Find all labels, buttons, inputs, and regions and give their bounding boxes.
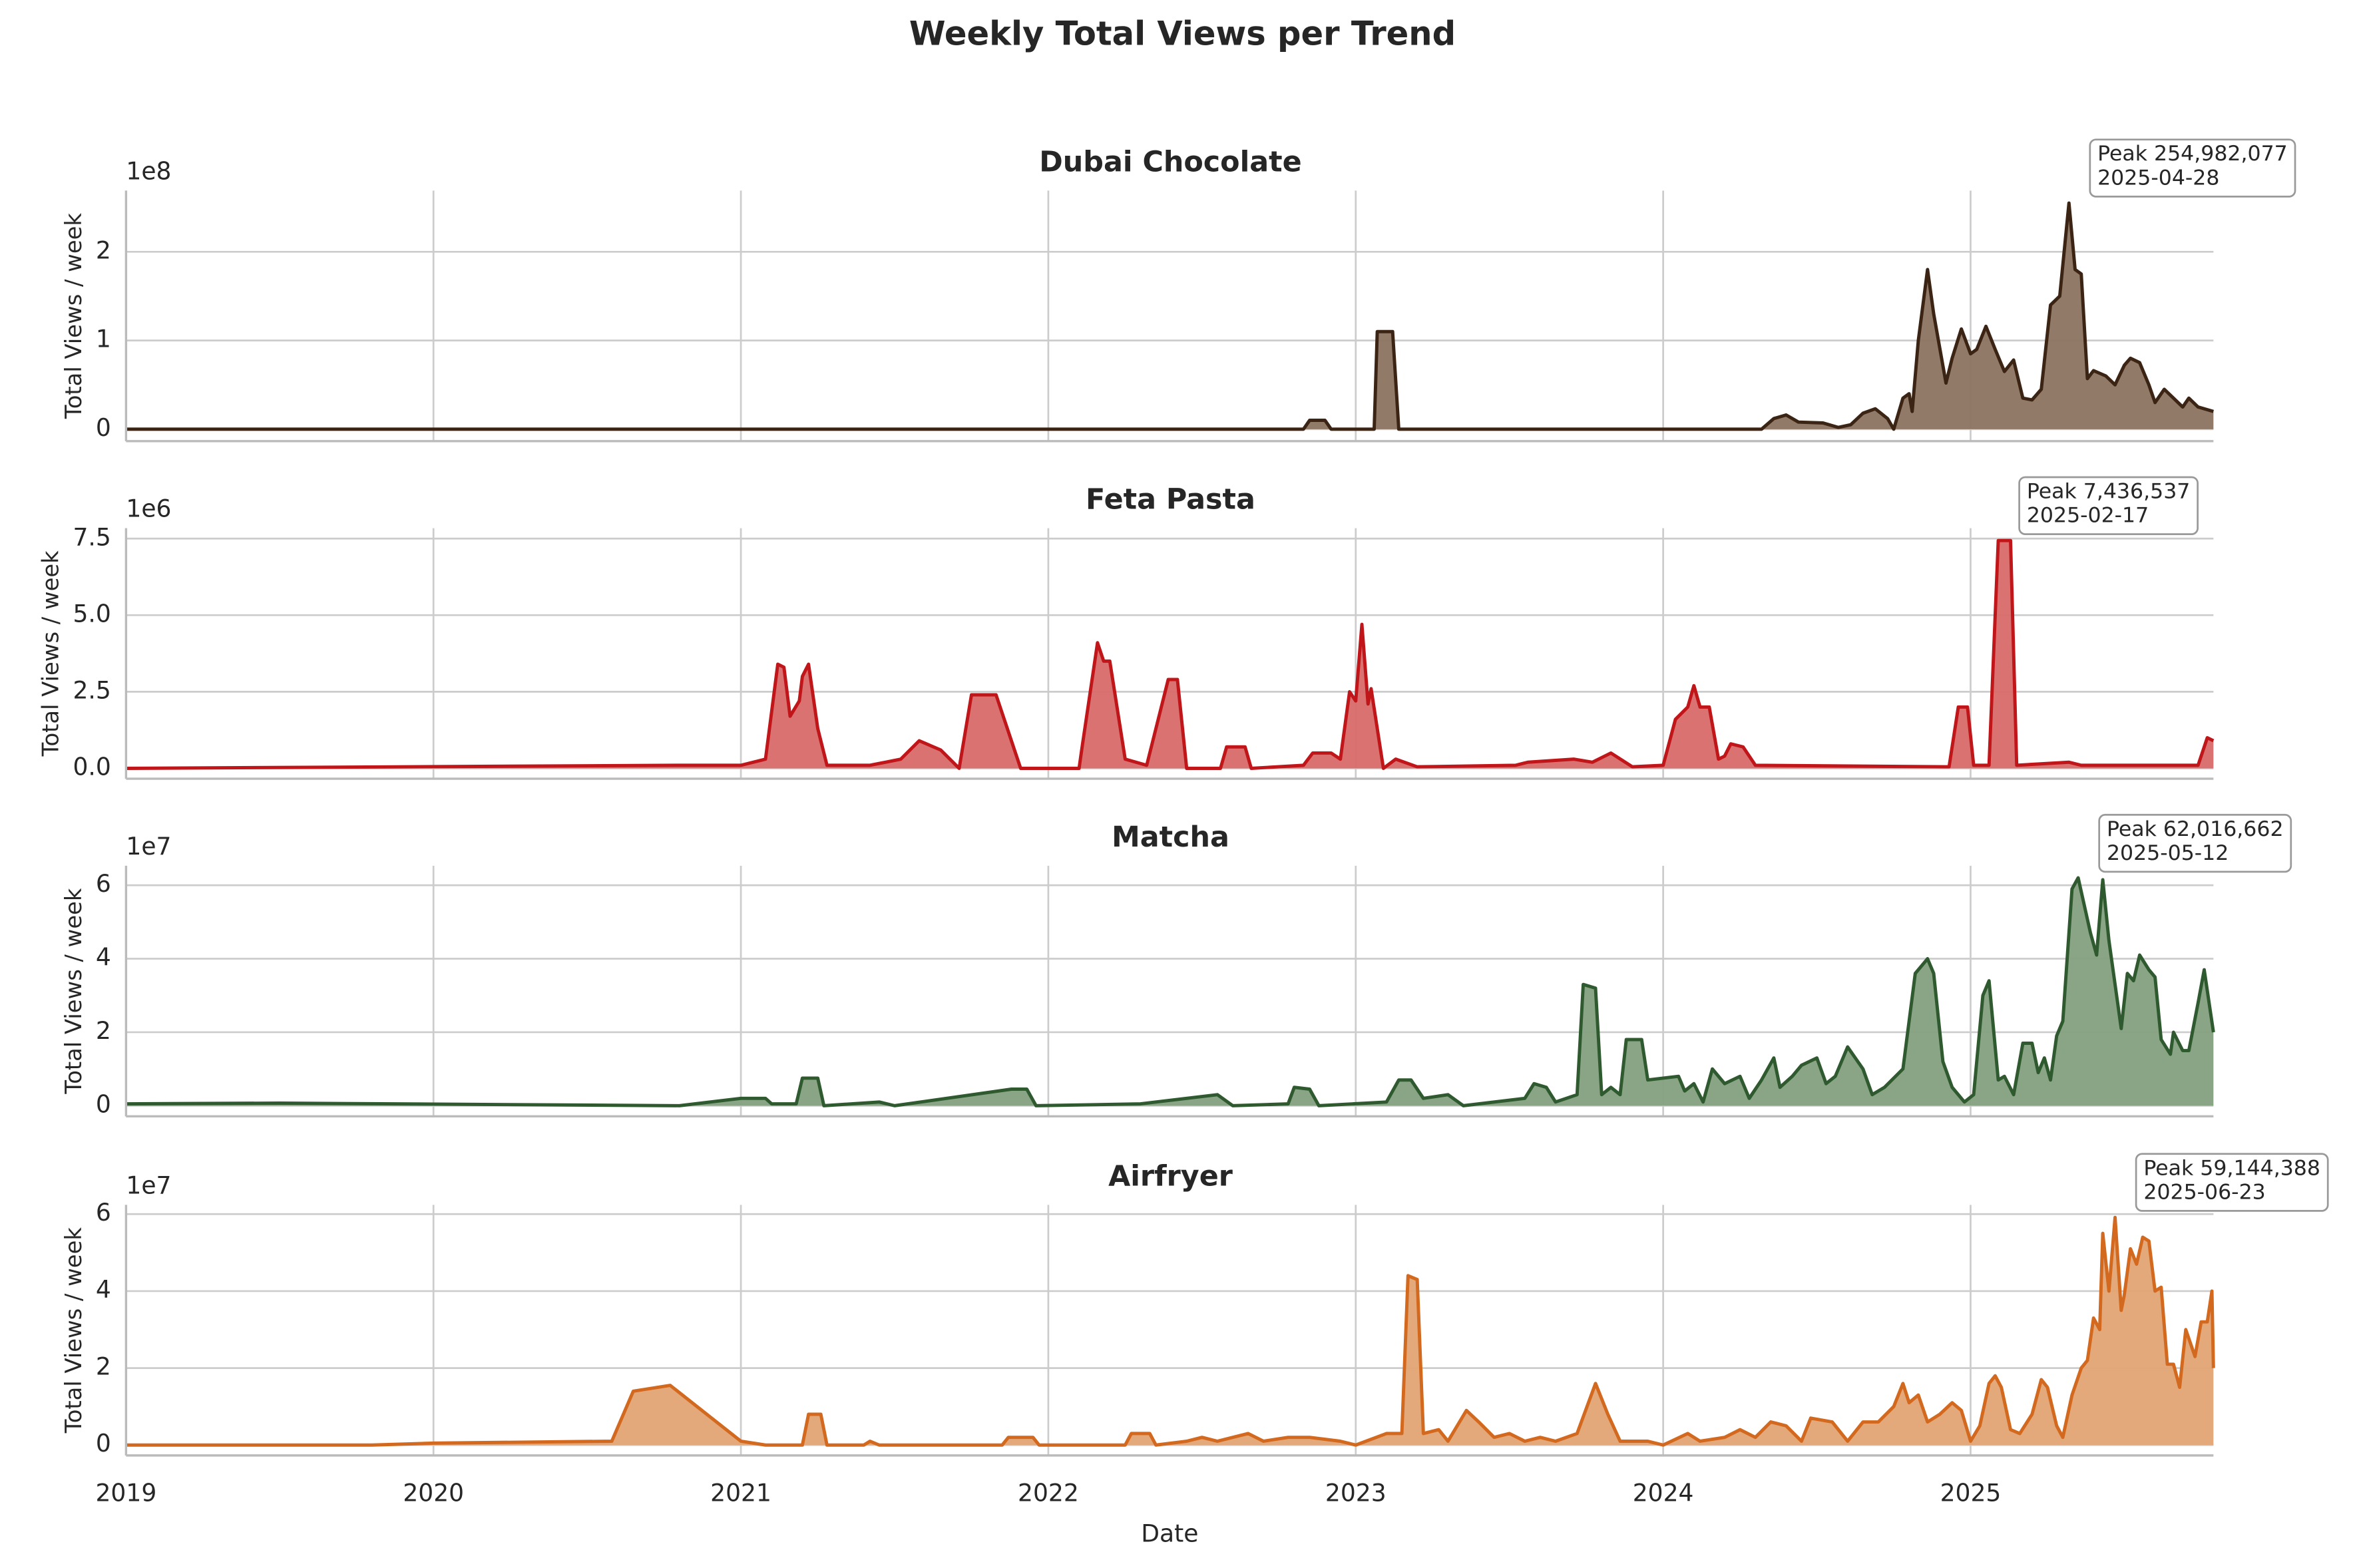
annotation-box xyxy=(2089,138,2296,198)
y-tick-label: 2 xyxy=(96,1353,111,1381)
x-tick-label: 2025 xyxy=(1940,1479,2002,1507)
subplot: 2019 2020 2021 2022 2023 2024 2025 0 2 4 6 Airfryer… xyxy=(61,1153,2329,1547)
y-tick-label: 1 xyxy=(96,325,111,353)
y-tick-label: 7.5 xyxy=(73,523,110,551)
y-offset-label: 1e6 xyxy=(126,495,171,523)
area-fill xyxy=(126,203,2214,429)
subplot-title: Feta Pasta xyxy=(1086,483,1255,516)
y-tick-label: 5.0 xyxy=(73,600,110,628)
annotation-text: Peak 59,144,388 xyxy=(2143,1156,2320,1180)
y-axis-label: Total Views / week xyxy=(61,213,87,420)
x-tick-label: 2022 xyxy=(1018,1479,1079,1507)
area-fill xyxy=(126,877,2214,1106)
subplot: 0 2 4 6 Matcha 1e7 Total Views / week Peak 62,0… xyxy=(61,813,2292,1118)
figure-title: Weekly Total Views per Trend xyxy=(909,15,1456,53)
y-tick-label: 0 xyxy=(96,1430,111,1458)
series-line xyxy=(126,201,2215,431)
annotation-box xyxy=(2018,476,2199,535)
x-axis-label: Date xyxy=(1141,1519,1198,1547)
annotation-text: 2025-06-23 xyxy=(2143,1180,2265,1204)
annotation-text: Peak 7,436,537 xyxy=(2027,480,2190,504)
y-axis-label: Total Views / week xyxy=(37,550,63,757)
subplot-title: Dubai Chocolate xyxy=(1039,145,1301,178)
annotation-text: 2025-02-17 xyxy=(2027,504,2149,528)
y-tick-label: 0.0 xyxy=(73,753,110,781)
y-offset-label: 1e7 xyxy=(126,833,171,861)
x-tick-label: 2021 xyxy=(710,1479,771,1507)
y-axis-label: Total Views / week xyxy=(61,1227,87,1434)
x-tick-label: 2023 xyxy=(1325,1479,1387,1507)
y-tick-label: 2 xyxy=(96,1017,111,1045)
y-tick-label: 4 xyxy=(96,944,111,972)
y-tick-label: 0 xyxy=(96,1090,111,1118)
annotation-text: 2025-05-12 xyxy=(2107,841,2229,865)
series-line xyxy=(126,538,2215,770)
series-line xyxy=(126,876,2215,1107)
series-line xyxy=(126,1215,2215,1447)
x-tick-label: 2020 xyxy=(403,1479,464,1507)
annotation-text: 2025-04-28 xyxy=(2097,166,2219,190)
subplot-title: Matcha xyxy=(1112,821,1229,854)
annotation-box xyxy=(2098,813,2292,873)
annotation-box xyxy=(2135,1153,2329,1212)
y-tick-label: 6 xyxy=(96,870,111,898)
y-tick-label: 2 xyxy=(96,236,111,264)
subplot: 0.0 2.5 5.0 7.5 Feta Pasta 1e6 Total Views / w… xyxy=(37,476,2215,781)
y-tick-label: 4 xyxy=(96,1276,111,1304)
subplot: 0 1 2 Dubai Chocolate 1e8 Total Views / week P… xyxy=(61,138,2296,443)
area-fill xyxy=(126,1217,2214,1446)
area-fill xyxy=(126,540,2214,769)
y-tick-label: 6 xyxy=(96,1199,111,1227)
y-offset-label: 1e8 xyxy=(126,157,171,185)
x-tick-label: 2024 xyxy=(1633,1479,1694,1507)
y-axis-label: Total Views / week xyxy=(61,888,87,1095)
annotation-text: Peak 254,982,077 xyxy=(2097,142,2288,166)
y-offset-label: 1e7 xyxy=(126,1171,171,1199)
y-tick-label: 0 xyxy=(96,414,111,442)
y-tick-label: 2.5 xyxy=(73,676,110,704)
subplot-title: Airfryer xyxy=(1108,1159,1233,1193)
x-tick-label: 2019 xyxy=(95,1479,156,1507)
annotation-text: Peak 62,016,662 xyxy=(2107,817,2284,841)
